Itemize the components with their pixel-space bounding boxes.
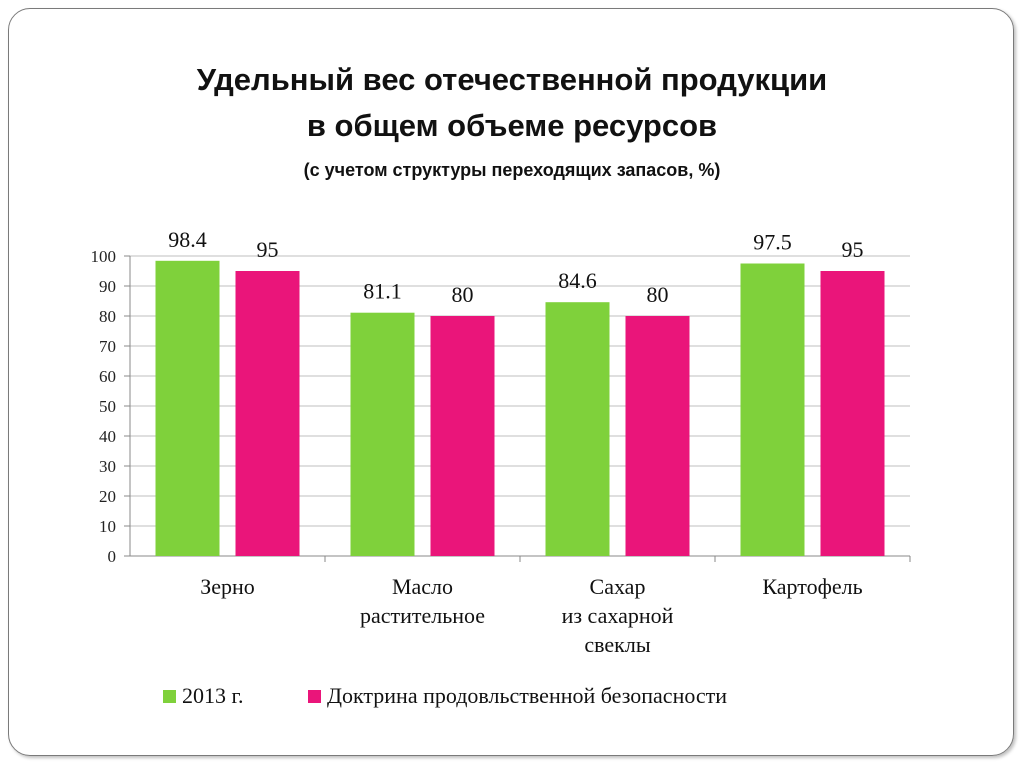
data-label: 80 <box>452 282 474 307</box>
x-category-label: Зерно <box>200 574 255 599</box>
bar-2013 <box>545 302 610 556</box>
data-label: 80 <box>647 282 669 307</box>
y-tick-label: 0 <box>108 547 117 566</box>
y-tick-label: 60 <box>99 367 116 386</box>
y-tick-label: 30 <box>99 457 116 476</box>
y-tick-label: 90 <box>99 277 116 296</box>
data-label: 81.1 <box>363 279 402 304</box>
y-tick-label: 80 <box>99 307 116 326</box>
legend-label: 2013 г. <box>182 683 244 708</box>
slide-frame <box>8 8 1014 756</box>
data-label: 98.4 <box>168 227 207 252</box>
data-label: 95 <box>842 237 864 262</box>
chart-title-line2: в общем объеме ресурсов <box>306 108 718 143</box>
bar-doctrine <box>235 271 300 556</box>
chart-subtitle: (с учетом структуры переходящих запасов,… <box>303 160 721 180</box>
bar-doctrine <box>430 316 495 556</box>
y-tick-label: 50 <box>99 397 116 416</box>
bar-doctrine <box>820 271 885 556</box>
data-label: 95 <box>257 237 279 262</box>
x-category-label: Картофель <box>762 574 862 599</box>
legend-label: Доктрина продовльственной безопасности <box>327 683 727 708</box>
y-tick-label: 40 <box>99 427 116 446</box>
x-category-label: Сахар из сахарной свеклы <box>562 574 674 657</box>
bar-2013 <box>740 263 805 556</box>
bar-doctrine <box>625 316 690 556</box>
y-tick-label: 10 <box>99 517 116 536</box>
bar-2013 <box>350 312 415 556</box>
legend-swatch <box>308 690 321 703</box>
data-label: 97.5 <box>753 230 792 255</box>
bar-2013 <box>155 260 220 556</box>
x-category-label: Масло растительное <box>360 574 485 628</box>
y-tick-label: 100 <box>91 247 117 266</box>
y-tick-label: 20 <box>99 487 116 506</box>
data-label: 84.6 <box>558 268 597 293</box>
y-tick-label: 70 <box>99 337 116 356</box>
legend-swatch <box>163 690 176 703</box>
chart-title-line1: Удельный вес отечественной продукции <box>196 62 828 97</box>
